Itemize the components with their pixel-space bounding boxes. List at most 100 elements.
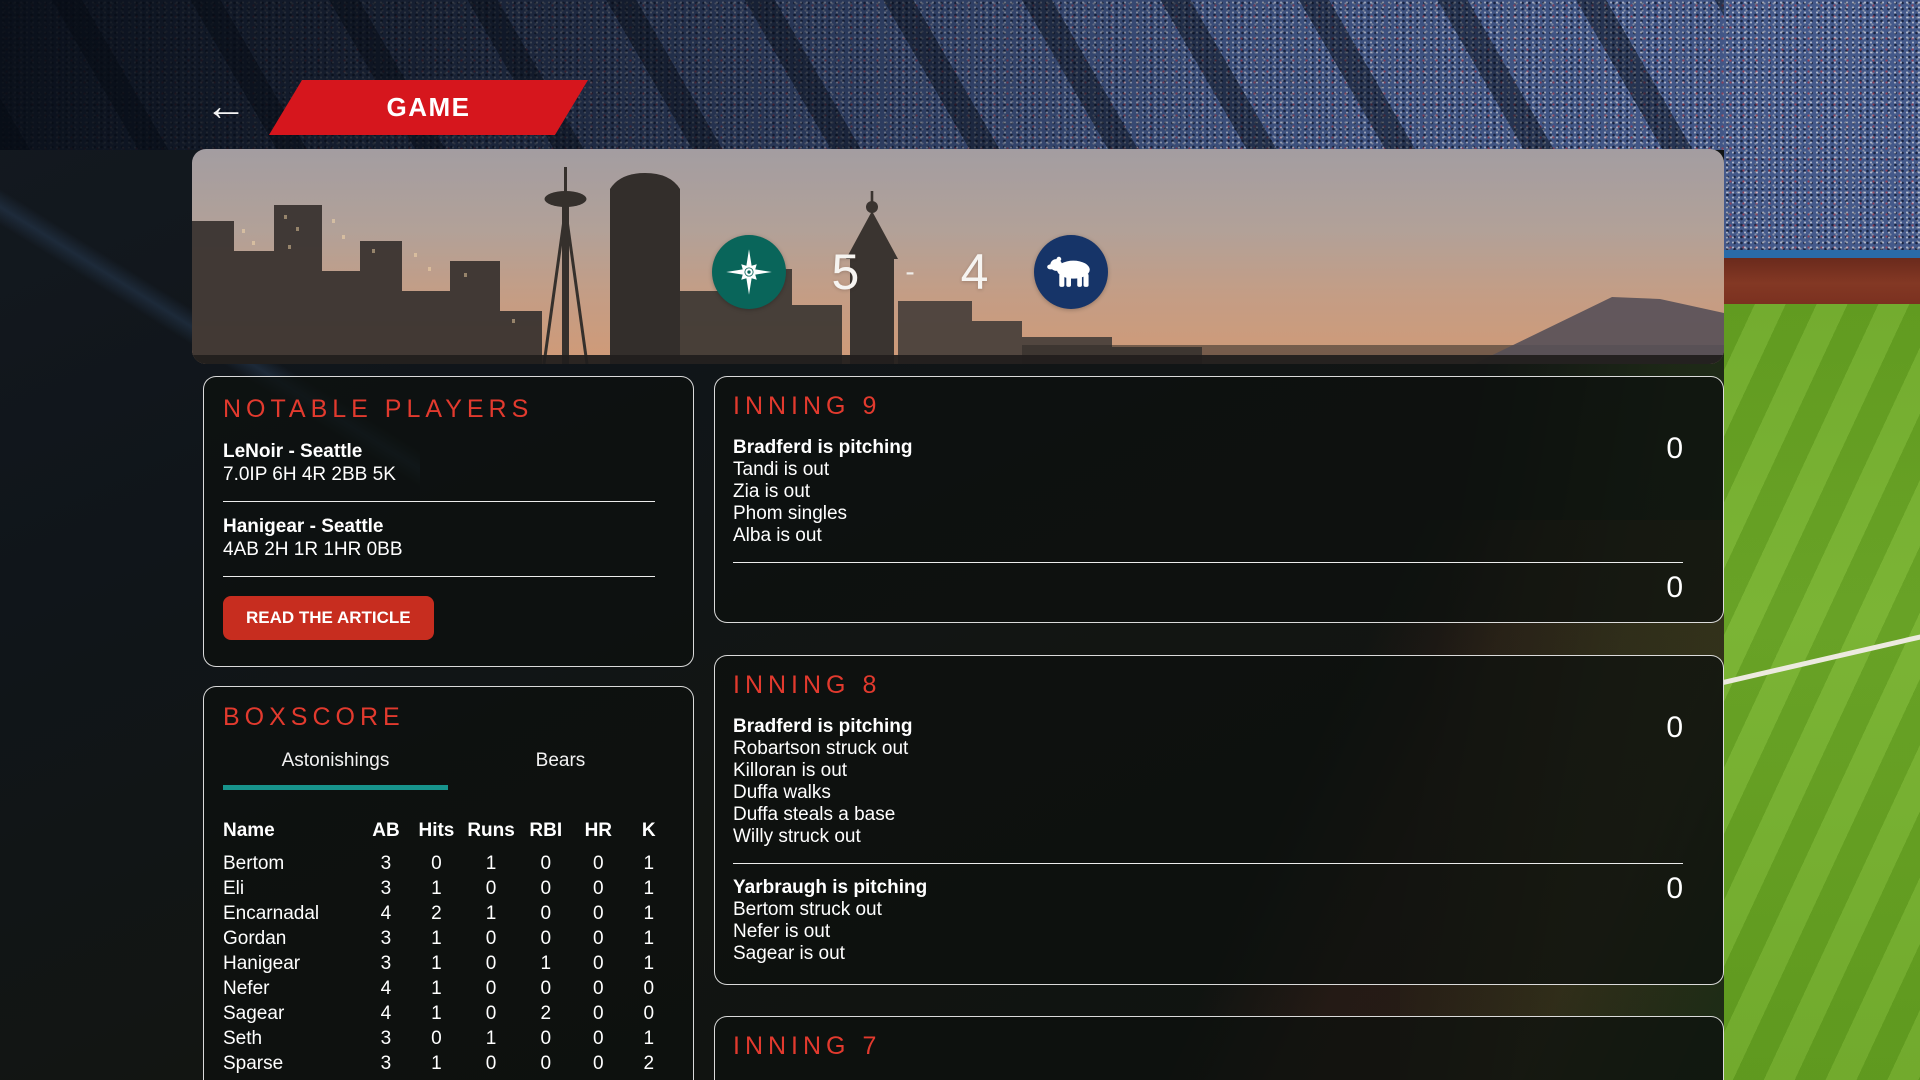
stat-cell: 1: [431, 877, 442, 899]
table-row: Gordan 3 1 0 0 0 1: [223, 926, 673, 951]
score-separator: -: [905, 256, 915, 287]
tab-astonishings[interactable]: Astonishings: [223, 750, 448, 790]
player-name: LeNoir - Seattle: [223, 441, 363, 462]
stat-cell: 4: [380, 977, 392, 999]
pitching-line: Yarbraugh is pitching: [733, 877, 928, 898]
half-inning: Yarbraugh is pitching Bertom struck out Ne…: [733, 872, 1683, 965]
warning-track-dirt: [1724, 258, 1920, 304]
event-line: Sagear is out: [733, 943, 845, 964]
player-name: Hanigear - Seattle: [223, 516, 384, 537]
stat-cell: 3: [380, 952, 392, 974]
stat-cell: 3: [380, 927, 392, 949]
inning-panel: INNING 9 Bradferd is pitching Tandi is out…: [714, 376, 1724, 623]
stat-cell: 0: [540, 902, 552, 924]
stat-cell: 0: [593, 952, 604, 974]
table-row: Encarnadal 4 2 1 0 0 1: [223, 901, 673, 926]
table-row: Eli 3 1 0 0 0 1: [223, 876, 673, 901]
stat-cell: 4: [380, 902, 392, 924]
stat-cell: 1: [431, 977, 442, 999]
player-name-cell: Encarnadal: [223, 902, 320, 924]
stat-cell: 1: [643, 952, 655, 974]
stat-cell: 3: [380, 852, 392, 874]
outfield-grass: [1724, 304, 1920, 1080]
stat-cell: 2: [540, 1002, 552, 1024]
stat-cell: 1: [485, 1027, 497, 1049]
col-header-name: Name: [223, 820, 275, 841]
foul-line: [1724, 627, 1920, 690]
player-name-cell: Sparse: [223, 1052, 284, 1074]
half-inning: Bradferd is pitching Robartson struck out…: [733, 713, 1683, 848]
stat-cell: 1: [485, 902, 497, 924]
notable-player-entry: LeNoir - Seattle 7.0IP 6H 4R 2BB 5K: [223, 440, 655, 486]
col-header-hr: HR: [584, 820, 613, 841]
stat-cell: 1: [431, 952, 442, 974]
event-line: Bertom struck out: [733, 899, 882, 920]
table-row: Hanigear 3 1 0 1 0 1: [223, 951, 673, 976]
tab-bears[interactable]: Bears: [535, 750, 586, 771]
table-header-row: Name AB Hits Runs RBI HR K: [223, 820, 673, 851]
stadium-field-strip: [1724, 0, 1920, 1080]
stat-cell: 4: [380, 1002, 392, 1024]
player-name-cell: Hanigear: [223, 952, 301, 974]
entry-divider: [223, 501, 655, 502]
boxscore-table-body: Bertom 3 0 1 0 0 1 Eli 3 1 0 0 0 1 Encarnadal 4 2 1 0 0 1 Gor…: [223, 851, 673, 1076]
boxscore-title: BOXSCORE: [223, 703, 405, 731]
event-line: Nefer is out: [733, 921, 831, 942]
stat-cell: 0: [540, 1027, 552, 1049]
event-line: Phom singles: [733, 503, 848, 524]
field-crowd: [1724, 0, 1920, 250]
half-inning-runs: 0: [1666, 571, 1683, 604]
play-by-play: Bradferd is pitching Robartson struck out…: [733, 716, 1653, 848]
player-name-cell: Sagear: [223, 1002, 285, 1024]
col-header-runs: Runs: [467, 820, 515, 841]
score-header: 5 - 4: [192, 149, 1724, 364]
player-stat-line: 7.0IP 6H 4R 2BB 5K: [223, 464, 396, 485]
boxscore-tabs: Astonishings Bears: [223, 750, 673, 790]
stat-cell: 1: [540, 952, 552, 974]
stat-cell: 0: [485, 952, 497, 974]
player-stat-line: 4AB 2H 1R 1HR 0BB: [223, 539, 403, 560]
stat-cell: 0: [540, 977, 552, 999]
notable-players-title: NOTABLE PLAYERS: [223, 395, 534, 423]
stat-cell: 1: [431, 1052, 442, 1074]
stat-cell: 0: [643, 977, 655, 999]
stat-cell: 0: [431, 1027, 442, 1049]
play-by-play: Yarbraugh is pitching Bertom struck out Ne…: [733, 877, 1653, 965]
stat-cell: 3: [380, 877, 392, 899]
player-name-cell: Bertom: [223, 852, 285, 874]
astonishings-team-logo: [711, 235, 786, 309]
event-line: Willy struck out: [733, 826, 861, 847]
inning-title: INNING 8: [733, 671, 882, 699]
play-by-play: Bradferd is pitching Tandi is out Zia is o…: [733, 437, 1653, 547]
arrow-left-icon: ←: [205, 82, 247, 129]
half-inning-divider: [733, 863, 1683, 864]
stat-cell: 0: [540, 1052, 552, 1074]
stat-cell: 0: [540, 927, 552, 949]
stat-cell: 2: [431, 902, 442, 924]
stat-cell: 1: [643, 852, 655, 874]
back-button[interactable]: ←: [203, 84, 249, 128]
boxscore-table: Name AB Hits Runs RBI HR K Bertom 3 0 1 0 0 1 E…: [223, 820, 673, 1076]
half-inning: 0: [733, 571, 1683, 618]
stat-cell: 0: [485, 1002, 497, 1024]
stat-cell: 0: [485, 1052, 497, 1074]
game-banner-label: GAME: [386, 92, 471, 122]
half-inning: Bradferd is pitching Tandi is out Zia is o…: [733, 434, 1683, 547]
event-line: Alba is out: [733, 525, 822, 546]
compass-icon: [725, 249, 772, 295]
stat-cell: 1: [643, 877, 655, 899]
event-line: Killoran is out: [733, 760, 848, 781]
innings-column: INNING 9 Bradferd is pitching Tandi is out…: [714, 376, 1724, 1080]
stat-cell: 0: [593, 927, 604, 949]
half-inning-runs: 0: [1666, 872, 1683, 905]
read-article-button[interactable]: READ THE ARTICLE: [223, 596, 434, 640]
stat-cell: 0: [540, 877, 552, 899]
stat-cell: 1: [643, 1027, 655, 1049]
score-row: 5 - 4: [192, 235, 1676, 309]
stat-cell: 0: [593, 902, 604, 924]
notable-player-entry: Hanigear - Seattle 4AB 2H 1R 1HR 0BB: [223, 515, 655, 561]
stat-cell: 1: [643, 927, 655, 949]
col-header-ab: AB: [372, 820, 400, 841]
stat-cell: 0: [643, 1002, 655, 1024]
